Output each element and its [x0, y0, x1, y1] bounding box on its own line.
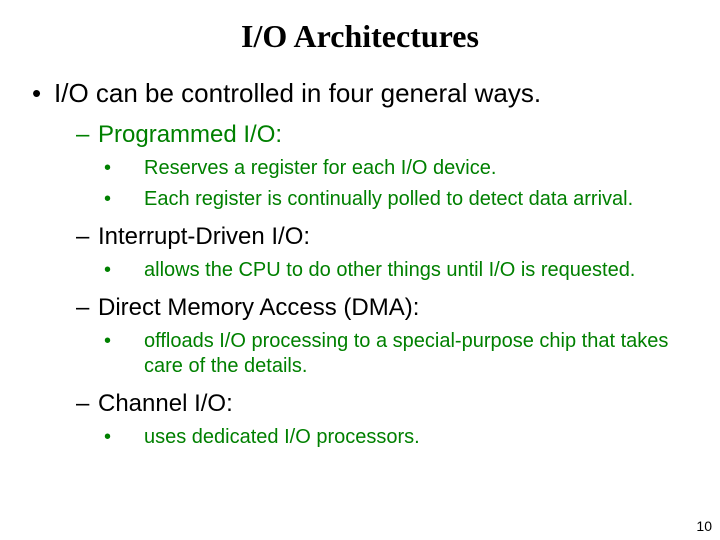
- lvl3-text: Each register is continually polled to d…: [144, 188, 633, 210]
- lvl2-heading-dma: –Direct Memory Access (DMA):: [76, 293, 692, 323]
- lvl3-text: Reserves a register for each I/O device.: [144, 157, 496, 179]
- lvl3-text: offloads I/O processing to a special-pur…: [144, 330, 668, 377]
- dash-icon: –: [76, 389, 98, 419]
- slide: I/O Architectures •I/O can be controlled…: [0, 0, 720, 540]
- lvl2-heading-channel-io: –Channel I/O:: [76, 389, 692, 419]
- bullet-icon: •: [124, 156, 144, 181]
- slide-title: I/O Architectures: [28, 18, 692, 55]
- dash-icon: –: [76, 293, 98, 323]
- lvl3-item: •Reserves a register for each I/O device…: [124, 156, 692, 181]
- lvl2-heading-programmed-io: –Programmed I/O:: [76, 120, 692, 150]
- lvl2-heading-interrupt-io: –Interrupt-Driven I/O:: [76, 222, 692, 252]
- dash-icon: –: [76, 222, 98, 252]
- lvl1-item: •I/O can be controlled in four general w…: [32, 77, 692, 110]
- bullet-icon: •: [124, 258, 144, 283]
- bullet-icon: •: [124, 329, 144, 354]
- lvl1-text: I/O can be controlled in four general wa…: [54, 78, 541, 108]
- lvl3-item: •uses dedicated I/O processors.: [124, 425, 692, 450]
- bullet-icon: •: [32, 77, 54, 110]
- lvl2-text: Interrupt-Driven I/O:: [98, 223, 310, 250]
- dash-icon: –: [76, 120, 98, 150]
- lvl2-text: Direct Memory Access (DMA):: [98, 294, 419, 321]
- lvl3-text: allows the CPU to do other things until …: [144, 259, 635, 281]
- page-number: 10: [696, 518, 712, 534]
- lvl3-item: •offloads I/O processing to a special-pu…: [124, 329, 692, 379]
- lvl3-item: •allows the CPU to do other things until…: [124, 258, 692, 283]
- bullet-icon: •: [124, 187, 144, 212]
- lvl2-text: Programmed I/O:: [98, 121, 282, 148]
- lvl2-text: Channel I/O:: [98, 390, 233, 417]
- bullet-icon: •: [124, 425, 144, 450]
- lvl3-item: •Each register is continually polled to …: [124, 187, 692, 212]
- lvl3-text: uses dedicated I/O processors.: [144, 426, 420, 448]
